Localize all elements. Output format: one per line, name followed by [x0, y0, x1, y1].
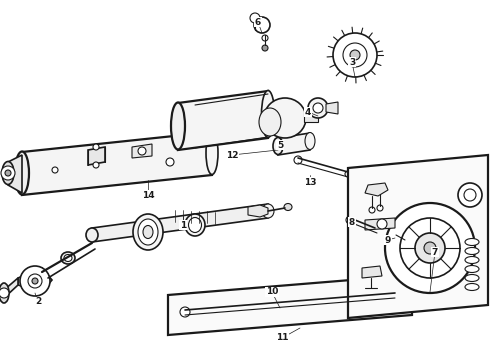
- Ellipse shape: [465, 239, 479, 246]
- Circle shape: [254, 17, 270, 33]
- Ellipse shape: [0, 283, 9, 303]
- Circle shape: [262, 45, 268, 51]
- Ellipse shape: [284, 203, 292, 211]
- Polygon shape: [92, 204, 268, 242]
- Circle shape: [28, 274, 42, 288]
- Ellipse shape: [185, 214, 205, 236]
- Text: 4: 4: [305, 108, 311, 117]
- Text: 5: 5: [277, 140, 283, 149]
- Circle shape: [93, 144, 99, 150]
- Polygon shape: [168, 275, 412, 335]
- Polygon shape: [362, 266, 382, 278]
- Circle shape: [385, 203, 475, 293]
- Circle shape: [404, 240, 412, 248]
- Polygon shape: [8, 155, 22, 193]
- Polygon shape: [4, 278, 18, 298]
- Circle shape: [93, 162, 99, 168]
- Ellipse shape: [206, 131, 218, 175]
- Text: 11: 11: [276, 333, 288, 342]
- Circle shape: [32, 278, 38, 284]
- Ellipse shape: [305, 132, 315, 149]
- Polygon shape: [88, 147, 105, 165]
- Ellipse shape: [2, 162, 14, 185]
- Circle shape: [369, 207, 375, 213]
- Polygon shape: [365, 218, 395, 230]
- Circle shape: [377, 205, 383, 211]
- Circle shape: [294, 156, 302, 164]
- Circle shape: [52, 167, 58, 173]
- Circle shape: [20, 266, 50, 296]
- Ellipse shape: [465, 284, 479, 291]
- Text: 6: 6: [255, 18, 261, 27]
- Text: 8: 8: [349, 217, 355, 226]
- Text: 2: 2: [35, 297, 41, 306]
- Ellipse shape: [189, 217, 201, 233]
- Circle shape: [308, 98, 328, 118]
- Text: 7: 7: [432, 248, 438, 257]
- Circle shape: [1, 166, 15, 180]
- Polygon shape: [365, 183, 388, 196]
- Ellipse shape: [262, 90, 274, 138]
- Circle shape: [138, 147, 146, 155]
- Text: 3: 3: [349, 58, 355, 67]
- Circle shape: [346, 216, 354, 224]
- Circle shape: [415, 233, 445, 263]
- Text: 9: 9: [385, 235, 391, 244]
- Circle shape: [400, 218, 460, 278]
- Ellipse shape: [273, 138, 283, 154]
- Ellipse shape: [64, 255, 72, 261]
- Circle shape: [313, 103, 323, 113]
- Circle shape: [333, 33, 377, 77]
- Ellipse shape: [465, 274, 479, 282]
- Polygon shape: [132, 144, 152, 158]
- Ellipse shape: [15, 152, 29, 194]
- Circle shape: [5, 170, 11, 176]
- Text: 10: 10: [266, 288, 278, 297]
- Circle shape: [0, 288, 9, 298]
- Ellipse shape: [86, 228, 98, 242]
- Text: 13: 13: [304, 177, 316, 186]
- Text: 14: 14: [142, 190, 154, 199]
- Bar: [304, 110, 318, 122]
- Polygon shape: [326, 102, 338, 114]
- Circle shape: [372, 227, 378, 233]
- Ellipse shape: [465, 256, 479, 264]
- Ellipse shape: [465, 266, 479, 273]
- Circle shape: [350, 50, 360, 60]
- Ellipse shape: [61, 252, 75, 264]
- Ellipse shape: [143, 225, 153, 239]
- Circle shape: [458, 183, 482, 207]
- Ellipse shape: [171, 103, 185, 149]
- Circle shape: [262, 35, 268, 41]
- Circle shape: [250, 13, 260, 23]
- Ellipse shape: [262, 204, 274, 218]
- Circle shape: [385, 227, 395, 237]
- Ellipse shape: [465, 248, 479, 255]
- Circle shape: [345, 171, 351, 177]
- Circle shape: [343, 43, 367, 67]
- Circle shape: [391, 291, 399, 299]
- Polygon shape: [248, 205, 268, 217]
- Circle shape: [377, 219, 387, 229]
- Polygon shape: [22, 132, 212, 195]
- Circle shape: [180, 307, 190, 317]
- Ellipse shape: [133, 214, 163, 250]
- Text: 12: 12: [226, 150, 238, 159]
- Polygon shape: [348, 155, 488, 318]
- Polygon shape: [278, 133, 310, 155]
- Polygon shape: [18, 268, 52, 292]
- Ellipse shape: [259, 108, 281, 136]
- Circle shape: [424, 242, 436, 254]
- Circle shape: [166, 158, 174, 166]
- Circle shape: [396, 234, 404, 242]
- Circle shape: [464, 189, 476, 201]
- Ellipse shape: [264, 98, 306, 138]
- Text: 1: 1: [180, 220, 186, 230]
- Ellipse shape: [138, 219, 158, 245]
- Polygon shape: [178, 91, 268, 150]
